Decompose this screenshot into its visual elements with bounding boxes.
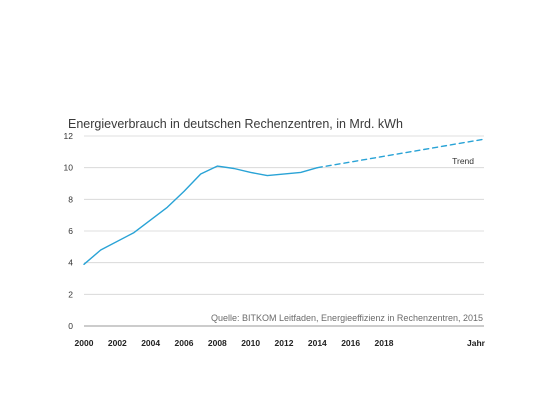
x-tick-label: 2006 [175, 338, 194, 348]
x-tick-label: 2008 [208, 338, 227, 348]
x-tick-label: 2012 [275, 338, 294, 348]
x-tick-label: 2016 [341, 338, 360, 348]
y-tick-label: 4 [68, 258, 73, 268]
source-note: Quelle: BITKOM Leitfaden, Energieeffizie… [211, 313, 483, 323]
x-tick-label: 2014 [308, 338, 327, 348]
x-axis-ticks: 2000 2002 2004 2006 2008 2010 2012 2014 2016 2018 [75, 338, 394, 348]
x-tick-label: 2002 [108, 338, 127, 348]
x-tick-label: 2000 [75, 338, 94, 348]
trend-label: Trend [452, 156, 474, 166]
y-tick-label: 6 [68, 226, 73, 236]
grid-lines [84, 135, 484, 327]
series-group [83, 138, 485, 265]
x-tick-label: 2010 [241, 338, 260, 348]
y-tick-label: 2 [68, 289, 73, 299]
y-axis-ticks: 0 2 4 6 8 10 12 [64, 131, 74, 331]
x-axis-label: Jahr [467, 338, 486, 348]
y-tick-label: 12 [64, 131, 74, 141]
y-tick-label: 8 [68, 194, 73, 204]
consumption-line [83, 165, 318, 265]
chart-title: Energieverbrauch in deutschen Rechenzent… [68, 117, 403, 131]
x-tick-label: 2018 [375, 338, 394, 348]
y-tick-label: 0 [68, 321, 73, 331]
x-tick-label: 2004 [141, 338, 160, 348]
y-tick-label: 10 [64, 163, 74, 173]
trend-line [316, 138, 485, 169]
